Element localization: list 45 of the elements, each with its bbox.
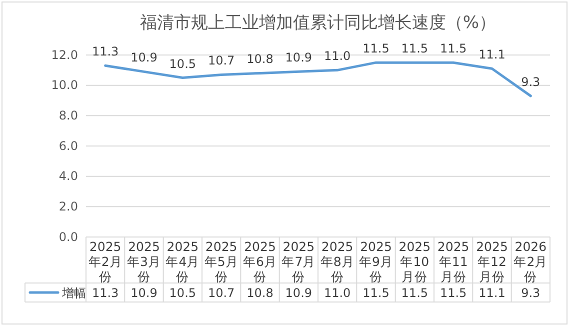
x-tick-label: 2025年5月份 — [204, 239, 238, 284]
x-tick-label: 2025年6月份 — [243, 239, 277, 284]
y-tick-label: 4.0 — [58, 169, 78, 184]
chart-title: 福清市规上工业增加值累计同比增长速度（%） — [140, 13, 496, 33]
data-label: 10.9 — [130, 286, 158, 300]
data-label: 10.7 — [208, 286, 235, 300]
text: 10.5 — [169, 56, 196, 71]
x-tick-label: 2025年10月份 — [398, 239, 431, 284]
x-tick-label: 2025年9月份 — [359, 239, 393, 284]
text: 9.3 — [521, 74, 540, 89]
y-tick-label: 2.0 — [58, 200, 78, 214]
x-tick-label: 2025年4月份 — [166, 239, 200, 284]
text: 10.9 — [130, 50, 158, 65]
y-tick-label: 6.0 — [58, 138, 78, 153]
y-tick-label: 10.0 — [51, 78, 78, 92]
y-tick-label: 8.0 — [58, 108, 78, 123]
x-tick-label: 2025年2月份 — [88, 239, 122, 284]
data-label: 11.5 — [362, 286, 390, 300]
data-label: 11.1 — [478, 286, 506, 300]
data-label: 11.5 — [401, 286, 428, 300]
x-tick-label: 2025年8月份 — [320, 239, 354, 284]
text: 11.1 — [478, 48, 506, 62]
text: 11.5 — [440, 42, 467, 56]
x-tick-label: 2026年2月份 — [514, 239, 548, 284]
y-tick-label: 12.0 — [51, 48, 78, 62]
text: 11.5 — [362, 42, 390, 56]
legend-label: 增幅 — [61, 286, 86, 300]
data-label: 10.5 — [169, 286, 196, 300]
data-label: 10.9 — [285, 286, 312, 300]
data-label: 11.3 — [92, 286, 119, 300]
data-label: 10.8 — [246, 286, 274, 300]
text: 11.5 — [401, 42, 428, 56]
x-tick-label: 2025年3月份 — [127, 239, 161, 284]
x-tick-label: 2025年7月份 — [282, 239, 316, 284]
x-tick-label: 2025年11月份 — [437, 239, 470, 284]
data-label: 11.5 — [440, 286, 467, 300]
text: 11.0 — [324, 49, 351, 64]
data-label: 9.3 — [521, 286, 540, 300]
x-tick-label: 2025年12月份 — [476, 239, 508, 284]
y-tick-label: 0.0 — [58, 230, 78, 244]
text: 11.3 — [92, 44, 119, 59]
text: 10.8 — [246, 52, 274, 66]
data-label: 11.0 — [324, 286, 351, 300]
text: 10.9 — [285, 50, 312, 65]
text: 10.7 — [208, 54, 235, 68]
